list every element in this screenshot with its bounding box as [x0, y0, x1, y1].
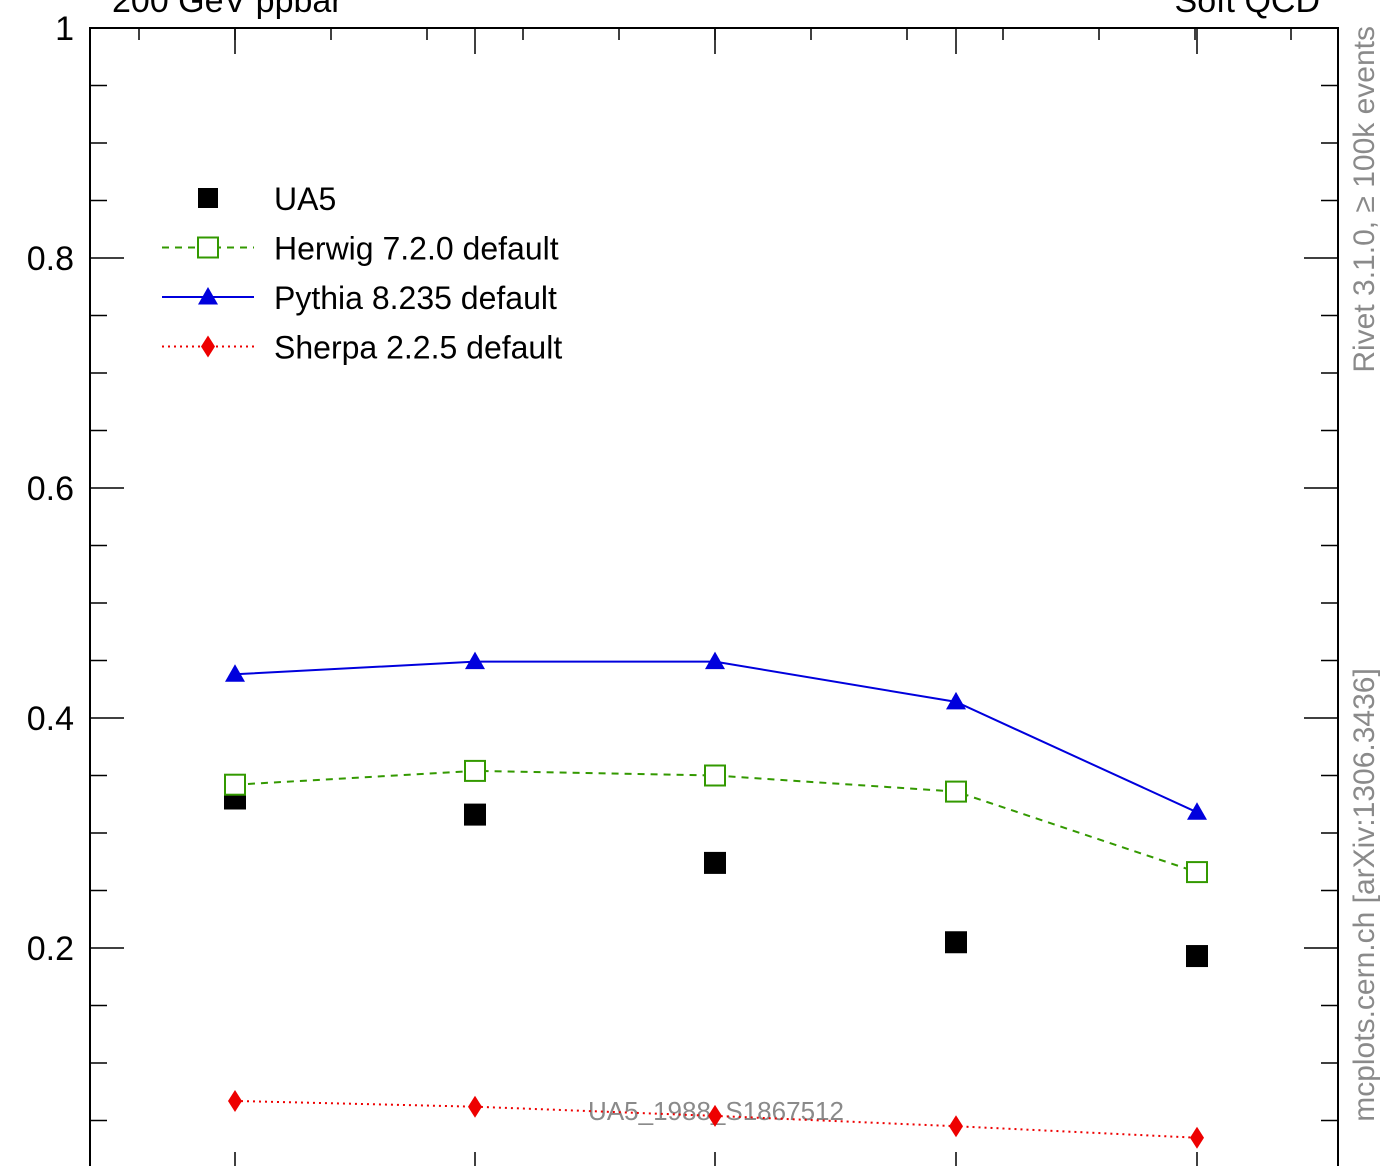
rivet-version-label: Rivet 3.1.0, ≥ 100k events	[1348, 26, 1381, 373]
header-top-left: 200 GeV ppbar	[112, 0, 343, 20]
header-top-right: Soft QCD	[1175, 0, 1320, 20]
data-point-herwig	[945, 780, 967, 803]
y-tick-label: 0.2	[27, 930, 74, 968]
legend-marker-ua5	[198, 188, 218, 208]
mcplots-label: mcplots.cern.ch [arXiv:1306.3436]	[1348, 668, 1381, 1122]
data-point-pythia	[705, 651, 725, 670]
legend-entry-pythia: Pythia 8.235 default	[162, 280, 557, 316]
legend-label-pythia: Pythia 8.235 default	[274, 280, 557, 316]
legend-marker-pythia	[198, 287, 218, 305]
y-tick-label: 0.6	[27, 470, 74, 508]
series-line-herwig	[234, 769, 1198, 874]
data-point-herwig	[224, 773, 246, 796]
data-point-pythia	[946, 691, 966, 710]
legend: UA5 Herwig 7.2.0 default Pythia 8.235 defa…	[162, 181, 562, 366]
y-tick-label: 0.4	[27, 700, 74, 738]
data-point-sherpa	[228, 1089, 242, 1112]
data-point-herwig	[464, 759, 486, 782]
data-point-pythia	[465, 651, 485, 670]
data-point-sherpa	[468, 1095, 482, 1118]
series-sherpa	[228, 1089, 1204, 1149]
y-tick-label: 0	[55, 1160, 74, 1166]
series-pythia	[225, 651, 1207, 820]
data-point-ua5	[1186, 945, 1208, 968]
data-point-sherpa	[1190, 1126, 1204, 1149]
plot-frame	[89, 27, 1339, 1166]
y-tick-labels: 0 0.2 0.4 0.6 0.8 1	[27, 10, 74, 1166]
data-point-ua5	[945, 931, 967, 954]
data-point-pythia	[225, 664, 245, 682]
legend-label-herwig: Herwig 7.2.0 default	[274, 231, 559, 267]
series-herwig	[224, 759, 1208, 884]
data-point-ua5	[464, 803, 486, 826]
series-ua5	[224, 787, 1208, 968]
data-point-sherpa	[949, 1115, 963, 1138]
legend-entry-sherpa: Sherpa 2.2.5 default	[162, 330, 562, 366]
series-layer	[224, 651, 1208, 1149]
data-point-herwig	[704, 764, 726, 787]
y-tick-label: 0.8	[27, 240, 74, 278]
data-point-pythia	[1187, 802, 1207, 820]
legend-entry-ua5: UA5	[198, 181, 336, 217]
legend-marker-herwig	[197, 236, 219, 259]
series-line-pythia	[234, 660, 1198, 814]
data-point-sherpa	[708, 1104, 722, 1127]
legend-entry-herwig: Herwig 7.2.0 default	[162, 231, 559, 267]
y-tick-label: 1	[55, 10, 74, 48]
data-point-herwig	[1186, 861, 1208, 884]
legend-label-sherpa: Sherpa 2.2.5 default	[274, 330, 562, 366]
legend-label-ua5: UA5	[274, 181, 336, 217]
data-point-ua5	[704, 851, 726, 874]
legend-marker-sherpa	[201, 335, 215, 358]
